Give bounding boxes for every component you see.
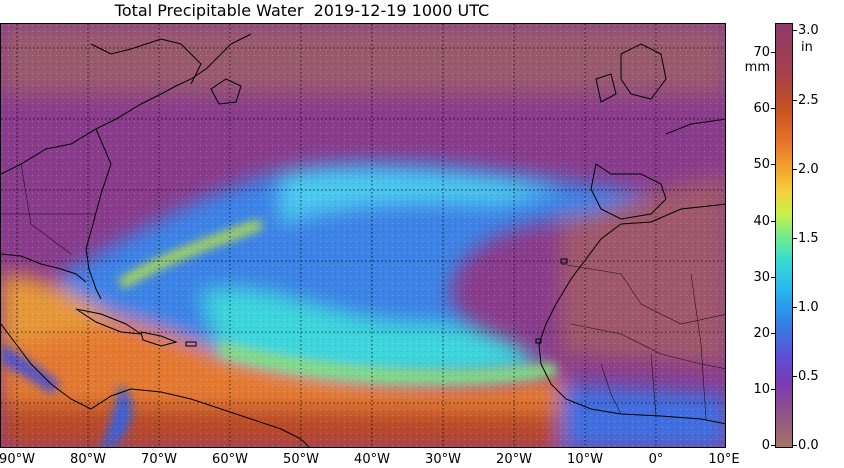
colorbar-in-tick: 3.0 — [798, 23, 819, 38]
colorbar-mm-tick: 10 — [753, 382, 770, 397]
colorbar-mm-unit: mm — [744, 60, 770, 75]
gridlines — [1, 24, 725, 447]
colorbar-mm-tick: 0 — [761, 438, 770, 453]
colorbar-mm-tick: 60 — [753, 101, 770, 116]
colorbar-in-tick: 1.0 — [798, 300, 819, 315]
colorbar — [775, 23, 793, 448]
colorbar-in-tick: 0.5 — [798, 369, 819, 384]
colorbar-mm-tick: 20 — [753, 326, 770, 341]
x-tick-label: 10°W — [567, 452, 603, 467]
colorbar-in-tick: 2.5 — [798, 93, 819, 108]
x-tick-label: 80°W — [70, 452, 106, 467]
x-tick-label: 0° — [648, 452, 664, 467]
coastlines — [1, 33, 725, 447]
x-tick-label: 10°E — [708, 452, 740, 467]
colorbar-mm-tick: 50 — [753, 157, 770, 172]
x-tick-label: 40°W — [354, 452, 390, 467]
colorbar-in-unit: in — [801, 40, 813, 55]
chart-title: Total Precipitable Water 2019-12-19 1000… — [114, 1, 490, 20]
x-tick-label: 50°W — [283, 452, 319, 467]
colorbar-mm-tick: 70 — [753, 45, 770, 60]
tpw-map — [0, 23, 726, 448]
x-tick-label: 70°W — [141, 452, 177, 467]
x-tick-label: 60°W — [212, 452, 248, 467]
colorbar-in-tick: 0.0 — [798, 438, 819, 453]
x-tick-label: 20°W — [496, 452, 532, 467]
colorbar-in-tick: 1.5 — [798, 231, 819, 246]
colorbar-mm-tick: 40 — [753, 214, 770, 229]
colorbar-in-tick: 2.0 — [798, 162, 819, 177]
borders — [1, 163, 725, 420]
colorbar-mm-tick: 30 — [753, 270, 770, 285]
x-tick-label: 30°W — [425, 452, 461, 467]
x-tick-label: 90°W — [0, 452, 35, 467]
